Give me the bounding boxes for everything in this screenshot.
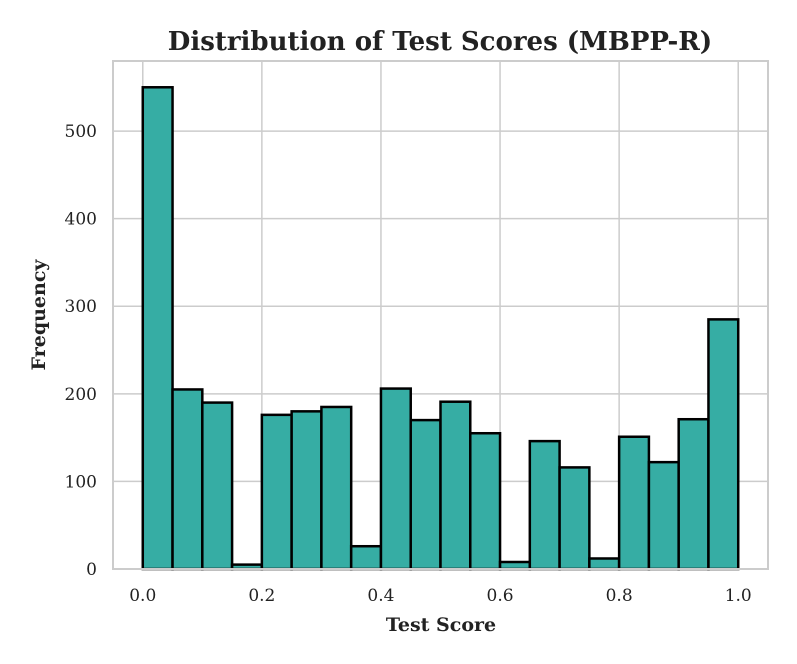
histogram-bar bbox=[707, 318, 740, 571]
histogram-bar bbox=[379, 387, 412, 571]
histogram-bar bbox=[320, 405, 353, 571]
plot-frame bbox=[112, 60, 769, 570]
x-tick-label: 0.2 bbox=[248, 586, 275, 606]
histogram-bar bbox=[141, 86, 174, 571]
y-tick-label: 0 bbox=[86, 560, 97, 580]
x-tick-label: 0.4 bbox=[367, 586, 394, 606]
histogram-bar bbox=[290, 410, 323, 571]
ticks-layer: 0.0 0.2 0.4 0.6 0.8 1.0 0 100 200 300 400 500 bbox=[65, 122, 752, 606]
x-axis-label: Test Score bbox=[386, 614, 496, 636]
histogram-bar bbox=[409, 418, 442, 571]
histogram-bar bbox=[171, 388, 204, 571]
x-tick-label: 0.0 bbox=[129, 586, 156, 606]
histogram-bar bbox=[498, 560, 532, 571]
histogram-bar bbox=[469, 431, 502, 571]
histogram-bar bbox=[260, 413, 293, 571]
histogram-bar bbox=[439, 400, 472, 571]
y-axis-label: Frequency bbox=[28, 259, 50, 371]
histogram-bar bbox=[677, 417, 710, 571]
histogram-bar bbox=[647, 460, 680, 571]
y-tick-label: 500 bbox=[65, 122, 97, 142]
y-tick-label: 100 bbox=[65, 472, 97, 492]
y-tick-label: 300 bbox=[65, 297, 97, 317]
y-tick-label: 200 bbox=[65, 385, 97, 405]
histogram-bar bbox=[201, 401, 234, 571]
x-tick-label: 1.0 bbox=[725, 586, 752, 606]
histogram-bar bbox=[528, 439, 561, 571]
chart-title: Distribution of Test Scores (MBPP-R) bbox=[168, 27, 712, 57]
bars-layer bbox=[141, 86, 740, 571]
x-tick-label: 0.6 bbox=[487, 586, 514, 606]
histogram-bar bbox=[588, 557, 621, 571]
x-tick-label: 0.8 bbox=[606, 586, 633, 606]
histogram-bar bbox=[558, 466, 591, 571]
histogram-bar bbox=[617, 435, 651, 571]
y-tick-label: 400 bbox=[65, 210, 97, 230]
histogram-bar bbox=[349, 544, 383, 571]
